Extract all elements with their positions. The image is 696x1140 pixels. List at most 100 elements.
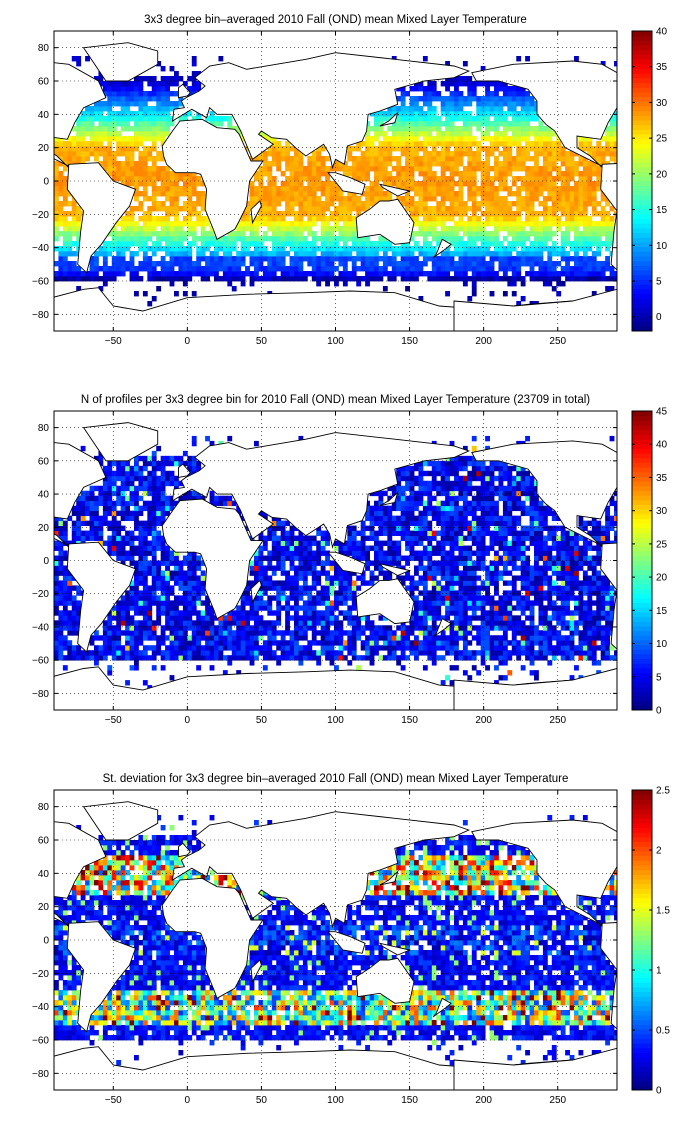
bin-cell — [187, 86, 193, 92]
bin-cell — [405, 266, 410, 272]
bin-cell — [240, 645, 246, 651]
bin-cell — [365, 191, 370, 197]
bin-cell — [458, 610, 464, 616]
bin-cell — [174, 630, 179, 636]
bin-cell — [578, 595, 584, 601]
bin-cell — [427, 630, 433, 636]
bin-cell — [160, 106, 166, 112]
bin-cell — [325, 186, 330, 192]
bin-cell — [396, 96, 402, 102]
bin-cell — [147, 181, 153, 187]
bin-cell — [356, 251, 362, 257]
bin-cell — [236, 266, 242, 272]
bin-cell — [360, 251, 366, 257]
bin-cell — [351, 246, 357, 252]
bin-cell — [600, 241, 606, 247]
bin-cell — [382, 241, 388, 247]
bin-cell — [298, 196, 304, 202]
bin-cell — [578, 181, 584, 187]
bin-cell — [529, 645, 535, 651]
bin-cell — [507, 241, 513, 247]
bin-cell — [502, 266, 508, 272]
bin-cell — [262, 151, 268, 157]
bin-cell — [534, 276, 539, 282]
bin-cell — [538, 201, 544, 207]
bin-cell — [160, 261, 166, 267]
bin-cell — [351, 216, 357, 222]
bin-cell — [516, 241, 522, 247]
bin-cell — [191, 226, 197, 232]
bin-cell — [547, 176, 553, 182]
bin-cell — [102, 256, 108, 262]
bin-cell — [498, 660, 504, 666]
bin-cell — [547, 166, 553, 172]
bin-cell — [365, 236, 370, 242]
bin-cell — [156, 131, 162, 137]
bin-cell — [374, 181, 379, 187]
bin-cell — [436, 161, 442, 167]
bin-cell — [574, 610, 579, 616]
bin-cell — [240, 246, 246, 252]
bin-cell — [71, 231, 77, 237]
bin-cell — [489, 276, 495, 282]
bin-cell — [76, 655, 82, 661]
bin-cell — [307, 615, 313, 621]
bin-cell — [129, 221, 135, 227]
bin-cell — [458, 221, 464, 227]
bin-cell — [147, 156, 153, 162]
bin-cell — [338, 640, 344, 646]
bin-cell — [534, 196, 539, 202]
bin-cell — [569, 156, 575, 162]
bin-cell — [302, 590, 308, 596]
bin-cell — [449, 96, 455, 102]
bin-cell — [494, 615, 499, 621]
bin-cell — [138, 81, 144, 87]
bin-cell — [347, 580, 353, 586]
bin-cell — [422, 196, 428, 202]
bin-cell — [551, 131, 557, 137]
bin-cell — [427, 635, 433, 641]
bin-cell — [565, 186, 570, 192]
bin-cell — [551, 261, 557, 267]
bin-cell — [525, 171, 530, 177]
bin-cell — [587, 236, 593, 242]
bin-cell — [605, 590, 610, 596]
bin-cell — [502, 256, 508, 262]
bin-cell — [160, 580, 166, 586]
bin-cell — [316, 620, 322, 626]
colorbar-segment — [632, 256, 652, 262]
bin-cell — [467, 151, 473, 157]
bin-cell — [565, 196, 570, 202]
bin-cell — [71, 221, 77, 227]
bin-cell — [547, 191, 553, 197]
bin-cell — [485, 121, 490, 127]
bin-cell — [542, 176, 548, 182]
bin-cell — [329, 216, 335, 222]
bin-cell — [498, 221, 504, 227]
bin-cell — [462, 650, 468, 656]
bin-cell — [422, 191, 428, 197]
bin-cell — [360, 630, 366, 636]
bin-cell — [609, 610, 615, 616]
bin-cell — [516, 615, 522, 621]
bin-cell — [440, 645, 446, 651]
bin-cell — [476, 151, 482, 157]
bin-cell — [262, 236, 268, 242]
bin-cell — [262, 201, 268, 207]
bin-cell — [582, 166, 588, 172]
bin-cell — [200, 266, 206, 272]
bin-cell — [405, 261, 410, 267]
bin-cell — [209, 645, 215, 651]
bin-cell — [254, 620, 259, 626]
colorbar-segment — [632, 241, 652, 248]
bin-cell — [222, 645, 228, 651]
bin-cell — [280, 156, 286, 162]
bin-cell — [351, 221, 357, 227]
bin-cell — [280, 226, 286, 232]
bin-cell — [569, 221, 575, 227]
bin-cell — [600, 196, 606, 202]
bin-cell — [174, 246, 179, 252]
bin-cell — [187, 171, 193, 177]
bin-cell — [538, 655, 544, 661]
bin-cell — [511, 166, 517, 172]
